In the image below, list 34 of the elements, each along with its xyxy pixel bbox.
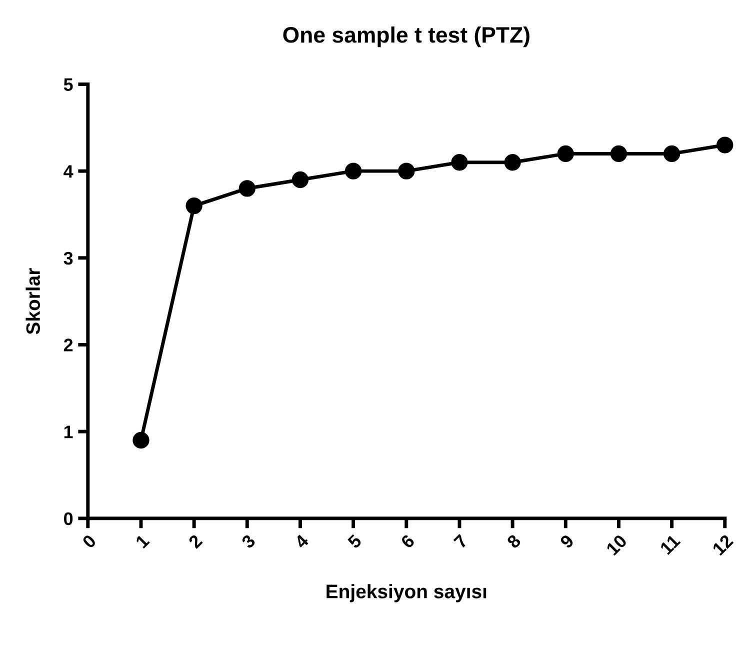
point <box>451 154 468 171</box>
y-tick-label: 3 <box>64 252 73 265</box>
point <box>292 171 309 188</box>
x-tick-label: 5 <box>347 534 362 550</box>
point <box>610 145 628 162</box>
chart-title: One sample t test (PTZ) <box>283 26 530 48</box>
x-tick-label: 2 <box>188 534 203 549</box>
point <box>504 154 521 171</box>
point <box>132 432 150 449</box>
point <box>398 162 415 180</box>
y-tick-label: 0 <box>64 512 73 526</box>
point <box>557 145 574 162</box>
point <box>344 162 362 180</box>
y-tick-label: 4 <box>64 165 74 178</box>
x-tick-label: 1 <box>135 534 150 549</box>
y-tick-label: 2 <box>64 338 73 352</box>
x-tick-label: 11 <box>660 534 681 555</box>
y-tick-label: 5 <box>64 78 73 91</box>
point <box>716 136 734 154</box>
y-axis-title: Skorlar <box>26 268 40 334</box>
x-tick-label: 3 <box>240 534 256 550</box>
x-tick-label: 10 <box>606 534 628 556</box>
x-tick-label: 9 <box>559 534 575 550</box>
point <box>186 197 202 214</box>
x-tick-label: 12 <box>712 534 734 556</box>
y-tick-label: 1 <box>64 426 73 438</box>
x-axis-title: Enjeksiyon sayısı <box>326 584 486 602</box>
x-tick-label: 8 <box>506 534 522 550</box>
x-tick-label: 7 <box>453 534 468 549</box>
x-tick-label: 6 <box>400 534 416 549</box>
x-tick-label: 4 <box>294 534 310 550</box>
point <box>663 145 680 162</box>
x-tick-label: 0 <box>82 534 97 549</box>
point <box>238 180 256 197</box>
